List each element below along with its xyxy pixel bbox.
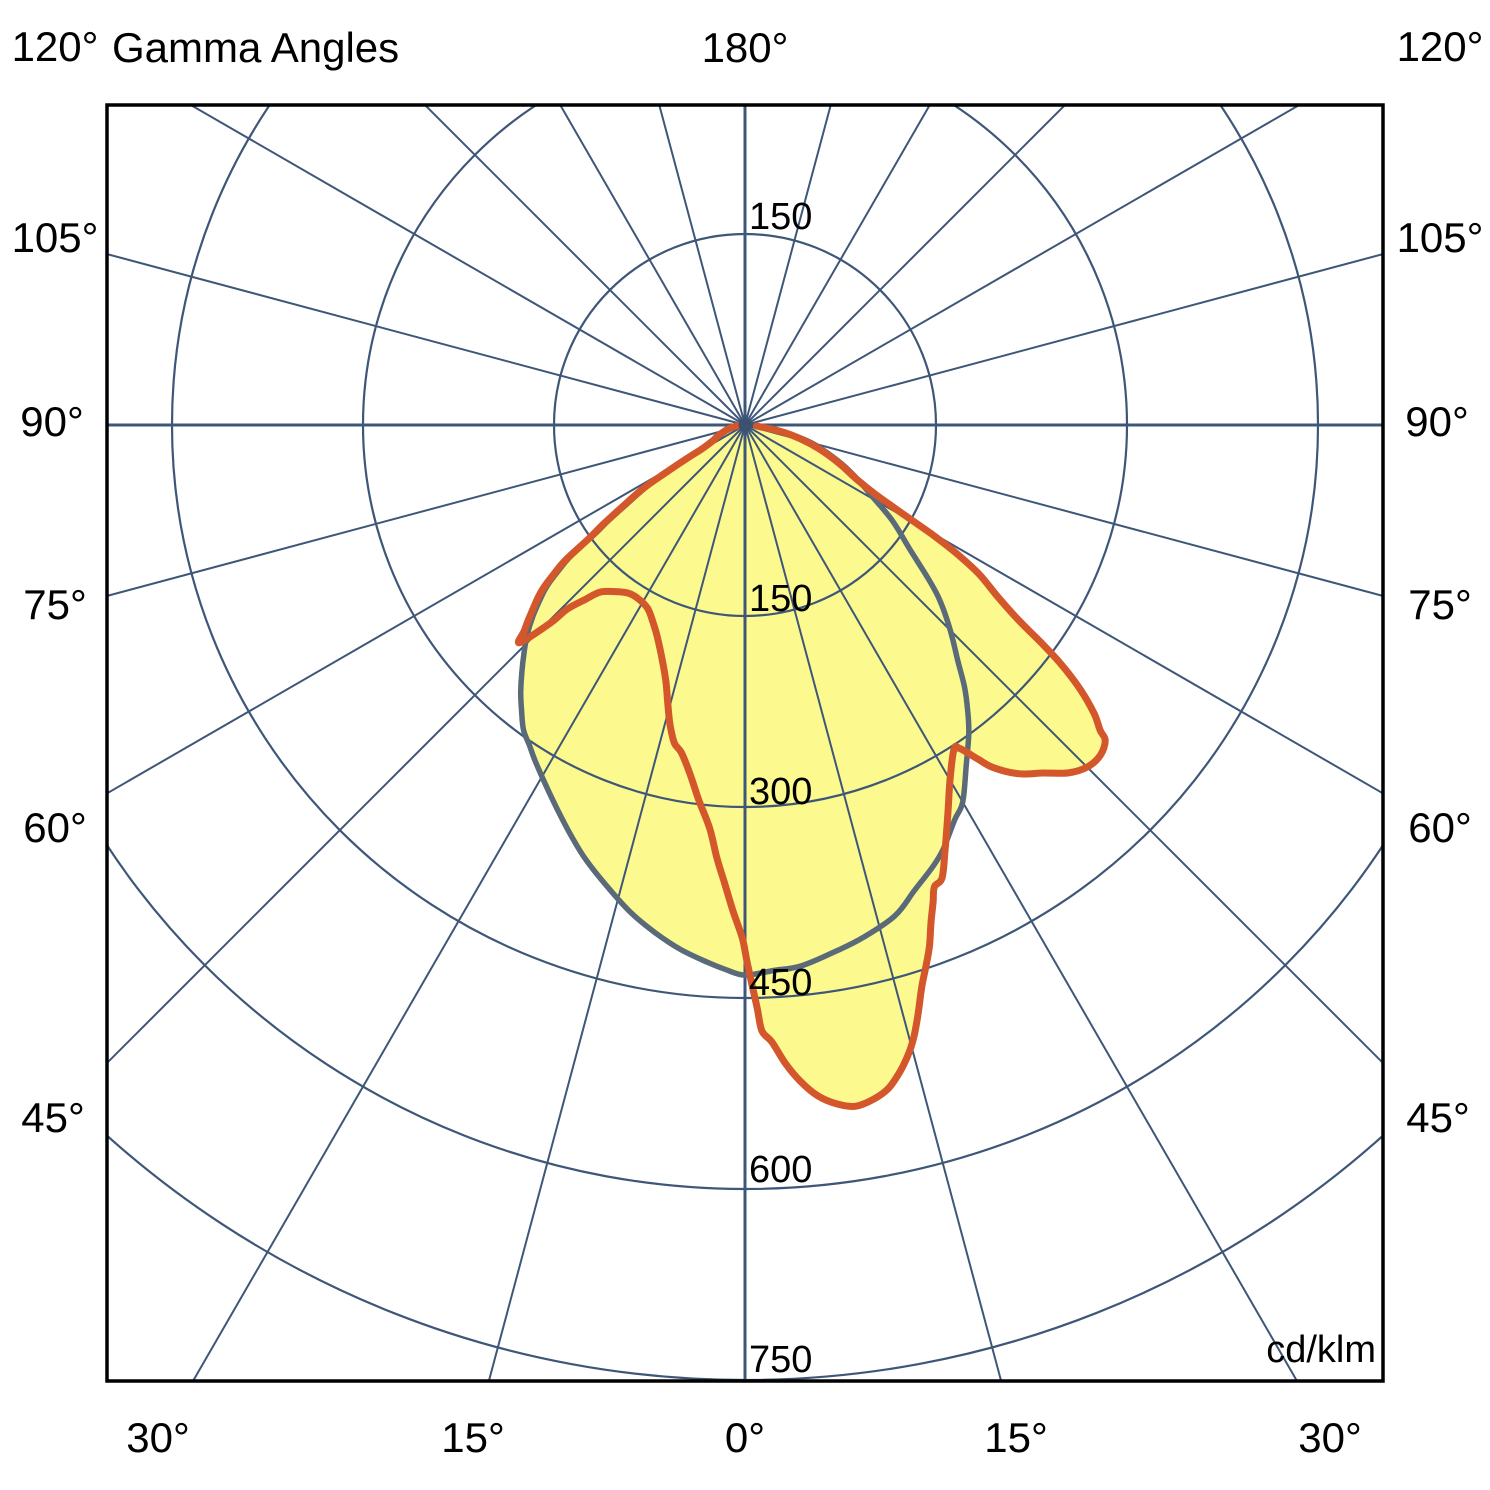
gamma-label-180-top: 180° [702,24,789,71]
radial-tick-300: 300 [749,771,812,813]
chart-title: Gamma Angles [112,24,399,71]
gamma-label-right-105: 105° [1397,214,1484,261]
gamma-label-left-90: 90° [20,398,84,445]
gamma-label-right-90: 90° [1405,398,1469,445]
gamma-label-right-75: 75° [1408,581,1472,628]
beam-fill-area [518,425,1106,1107]
intensity-curves [514,421,1109,1111]
radial-tick-750: 750 [749,1339,812,1381]
units-label: cd/klm [1266,1329,1376,1371]
gamma-label-bottom-30L: 30° [126,1414,190,1461]
pole-origin-dot [738,418,752,432]
gamma-label-left-75: 75° [23,581,87,628]
gamma-label-left-120: 120° [12,23,99,70]
radial-tick-150-bottom: 150 [749,578,812,620]
radial-tick-450: 450 [749,962,812,1004]
gamma-label-right-45: 45° [1406,1094,1470,1141]
gamma-label-left-105: 105° [12,214,99,261]
gamma-label-bottom-15L: 15° [441,1414,505,1461]
gamma-label-bottom-30R: 30° [1298,1414,1362,1461]
gamma-label-left-45: 45° [21,1094,85,1141]
gamma-label-right-60: 60° [1408,804,1472,851]
gamma-label-left-60: 60° [23,804,87,851]
gamma-label-bottom-0: 0° [725,1414,765,1461]
radial-tick-600: 600 [749,1149,812,1191]
plot-border [105,103,1385,1383]
radial-tick-150-top: 150 [749,196,812,238]
gamma-label-right-120: 120° [1397,23,1484,70]
gamma-label-bottom-15R: 15° [984,1414,1048,1461]
